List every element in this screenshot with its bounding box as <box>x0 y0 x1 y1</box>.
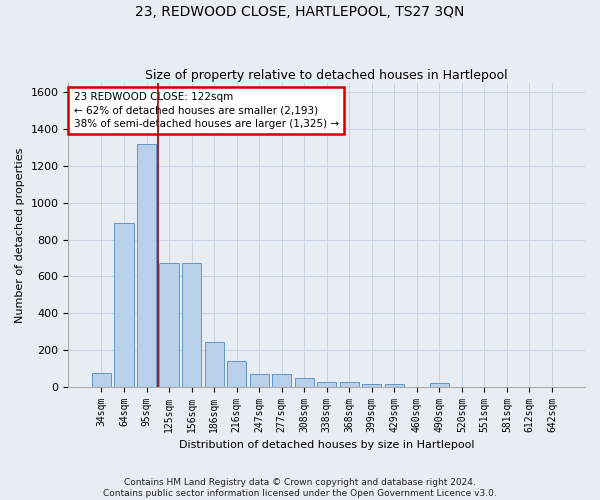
Bar <box>362 384 382 386</box>
Bar <box>272 374 291 386</box>
X-axis label: Distribution of detached houses by size in Hartlepool: Distribution of detached houses by size … <box>179 440 475 450</box>
Title: Size of property relative to detached houses in Hartlepool: Size of property relative to detached ho… <box>145 69 508 82</box>
Bar <box>340 382 359 386</box>
Bar <box>115 223 134 386</box>
Bar <box>182 264 201 386</box>
Bar <box>205 342 224 386</box>
Bar <box>430 383 449 386</box>
Bar <box>250 374 269 386</box>
Bar <box>227 361 246 386</box>
Bar <box>160 264 179 386</box>
Text: 23, REDWOOD CLOSE, HARTLEPOOL, TS27 3QN: 23, REDWOOD CLOSE, HARTLEPOOL, TS27 3QN <box>136 5 464 19</box>
Bar <box>317 382 336 386</box>
Y-axis label: Number of detached properties: Number of detached properties <box>15 147 25 322</box>
Bar <box>295 378 314 386</box>
Bar <box>137 144 156 386</box>
Bar <box>385 384 404 386</box>
Text: Contains HM Land Registry data © Crown copyright and database right 2024.
Contai: Contains HM Land Registry data © Crown c… <box>103 478 497 498</box>
Bar <box>92 373 111 386</box>
Text: 23 REDWOOD CLOSE: 122sqm
← 62% of detached houses are smaller (2,193)
38% of sem: 23 REDWOOD CLOSE: 122sqm ← 62% of detach… <box>74 92 338 128</box>
